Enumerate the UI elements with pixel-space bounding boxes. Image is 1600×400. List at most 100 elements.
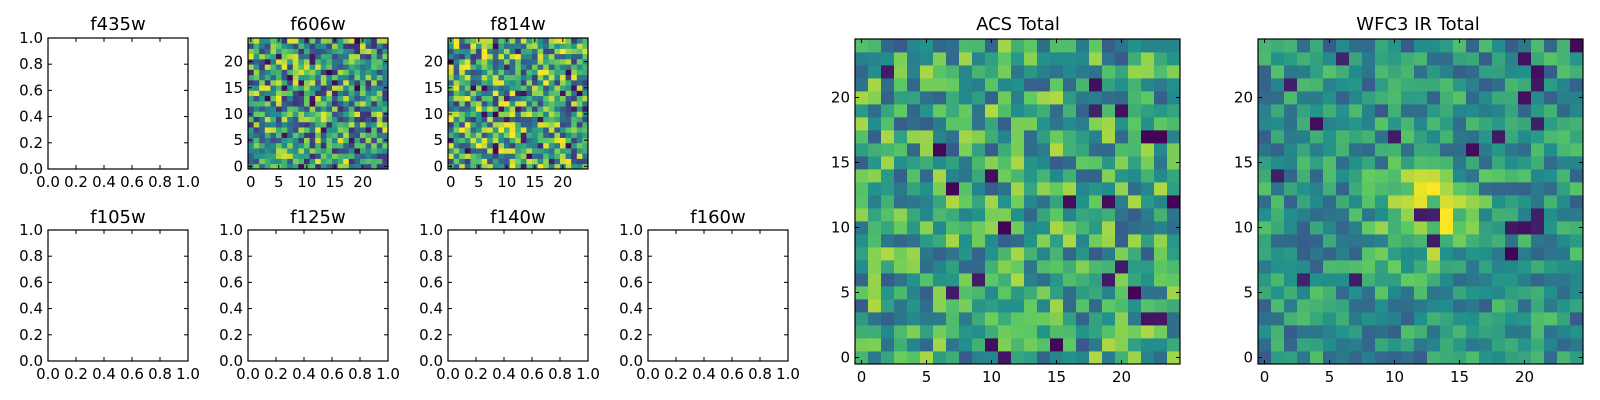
heatmap-cell (1271, 65, 1285, 79)
heatmap-cell (360, 64, 366, 70)
heatmap-cell (881, 312, 895, 326)
heatmap-cell (492, 121, 499, 128)
x-tick-label: 15 (325, 173, 344, 191)
heatmap-cell (1336, 286, 1350, 300)
heatmap-cell (1492, 325, 1506, 339)
heatmap-cell (1440, 260, 1454, 274)
heatmap-cell (1518, 182, 1532, 196)
heatmap-cell (1466, 104, 1480, 118)
heatmap-cell (1375, 325, 1389, 339)
heatmap-cell (1557, 143, 1571, 157)
heatmap-cell (1310, 286, 1324, 300)
heatmap-cell (259, 53, 266, 60)
heatmap-cell (894, 78, 908, 92)
heatmap-cell (309, 74, 316, 81)
heatmap-cell (1531, 169, 1545, 183)
heatmap-cell (1557, 260, 1571, 274)
heatmap-cell (933, 338, 947, 352)
heatmap-cell (1258, 143, 1272, 157)
heatmap-cell (470, 79, 477, 86)
heatmap-cell (946, 234, 960, 248)
heatmap-cell (907, 156, 921, 170)
heatmap-cell (972, 117, 986, 131)
heatmap-cell (565, 116, 572, 123)
heatmap-cell (281, 158, 288, 165)
y-tick-label: 1.0 (19, 29, 43, 47)
heatmap-cell (1141, 273, 1155, 287)
heatmap-cell (946, 156, 960, 170)
heatmap-cell (1505, 65, 1519, 79)
heatmap-cell (894, 117, 908, 131)
heatmap-cell (1349, 260, 1363, 274)
x-tick-label: 0.8 (148, 365, 172, 383)
heatmap-cell (543, 127, 550, 133)
heatmap-cell (907, 65, 921, 79)
heatmap-cell (1011, 351, 1025, 365)
heatmap-cell (1388, 182, 1402, 196)
y-tick-label: 0.8 (219, 247, 243, 265)
heatmap-cell (453, 106, 460, 112)
heatmap-cell (304, 142, 310, 149)
heatmap-cell (933, 91, 947, 105)
y-tick-label: 0.6 (419, 273, 443, 291)
heatmap-cell (532, 116, 538, 123)
heatmap-cell (253, 111, 260, 117)
heatmap-cell (985, 130, 999, 144)
heatmap-cell (453, 158, 460, 165)
heatmap-cell (1531, 234, 1545, 248)
y-tick-label: 0.6 (19, 81, 43, 99)
heatmap-cell (554, 106, 561, 112)
heatmap-cell (287, 43, 294, 49)
heatmap-cell (868, 312, 882, 326)
heatmap-cell (1128, 169, 1142, 183)
heatmap-cell (509, 116, 516, 123)
heatmap-cell (287, 69, 294, 76)
heatmap-cell (1375, 351, 1389, 365)
heatmap-cell (1128, 65, 1142, 79)
heatmap-cell (881, 78, 895, 92)
heatmap-cell (287, 90, 294, 97)
heatmap-cell (354, 132, 361, 138)
heatmap-cell (868, 156, 882, 170)
heatmap-cell (998, 338, 1012, 352)
heatmap-cell (309, 137, 316, 144)
heatmap-cell (1453, 117, 1467, 131)
heatmap-cell (1362, 117, 1376, 131)
heatmap-cell (1102, 52, 1116, 66)
heatmap-cell (1271, 39, 1285, 53)
heatmap-cell (1427, 78, 1441, 92)
heatmap-cell (1557, 156, 1571, 170)
heatmap-cell (576, 53, 583, 60)
heatmap-cell (1544, 143, 1558, 157)
heatmap-cell (320, 158, 327, 165)
heatmap-cell (1427, 65, 1441, 79)
heatmap-cell (504, 116, 510, 123)
heatmap-cell (337, 48, 344, 55)
heatmap-cell (554, 153, 561, 159)
heatmap-cell (348, 142, 355, 149)
heatmap-cell (326, 74, 333, 81)
heatmap-cell (365, 127, 372, 133)
heatmap-cell (1024, 91, 1038, 105)
heatmap-cell (855, 78, 869, 92)
y-tick-label: 0.8 (619, 247, 643, 265)
heatmap-cell (315, 153, 322, 159)
heatmap-cell (264, 158, 271, 165)
heatmap-cell (1154, 182, 1168, 196)
heatmap-cell (1323, 156, 1337, 170)
panel-f140w: f140w (490, 207, 545, 228)
heatmap-cell (304, 100, 310, 107)
heatmap-cell (1050, 273, 1064, 287)
heatmap-cell (360, 137, 366, 144)
heatmap-cell (565, 69, 572, 76)
heatmap-cell (894, 208, 908, 222)
heatmap-cell (1492, 182, 1506, 196)
heatmap-cell (448, 132, 454, 138)
heatmap-cell (448, 74, 454, 81)
heatmap-cell (1440, 247, 1454, 261)
heatmap-cell (1076, 312, 1090, 326)
heatmap-cell (554, 58, 561, 65)
heatmap-cell (1102, 195, 1116, 209)
heatmap-cell (1037, 312, 1051, 326)
heatmap-cell (298, 148, 305, 154)
